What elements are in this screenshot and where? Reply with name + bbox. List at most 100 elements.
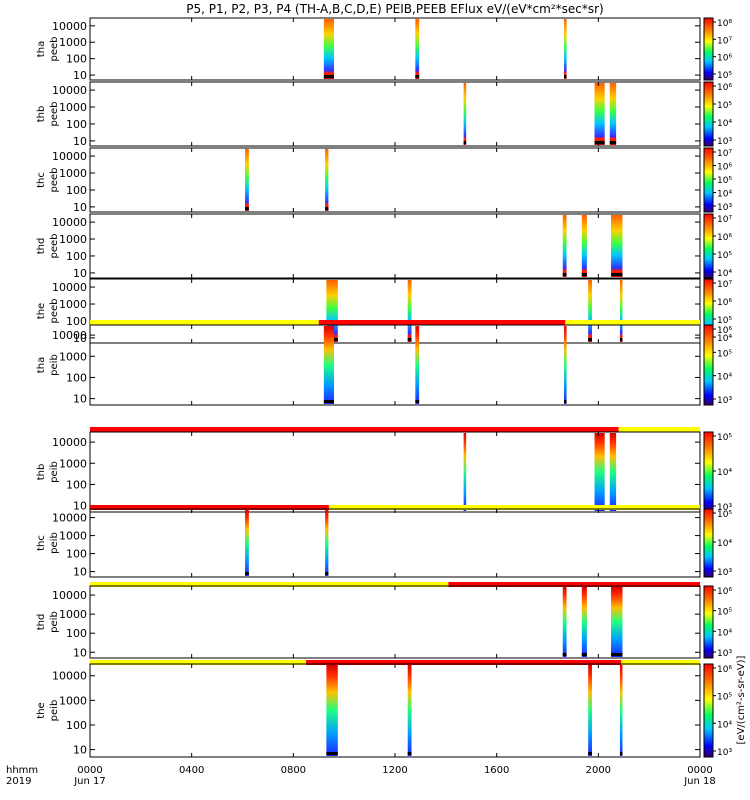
colorbar-tick-label: 10⁶ bbox=[717, 163, 732, 173]
burst-low-energy-edge bbox=[564, 400, 567, 403]
panel-product-label: peeb bbox=[49, 234, 60, 259]
colorbar-tick-label: 10⁵ bbox=[717, 101, 732, 111]
panel-thb-peeb: 10 100 1000 10000 thb peeb 10³ 10⁴ 10⁵ 10⁶ bbox=[36, 81, 732, 148]
mode-bar-segment bbox=[306, 660, 622, 665]
burst-low-energy-edge bbox=[562, 653, 567, 656]
energy-tick-label: 100 bbox=[66, 627, 87, 640]
mode-bar-segment bbox=[90, 427, 619, 432]
burst-low-energy-edge bbox=[245, 207, 249, 210]
burst-low-energy-edge bbox=[245, 572, 249, 575]
energy-tick-label: 10 bbox=[73, 646, 87, 659]
energy-tick-label: 10000 bbox=[52, 329, 87, 342]
energy-tick-label: 100 bbox=[66, 184, 87, 197]
panel-product-label: peib bbox=[49, 611, 60, 633]
energy-tick-label: 100 bbox=[66, 53, 87, 66]
panel-thb-peib: 10 100 1000 10000 thb peib 10³ 10⁴ 10⁵ bbox=[36, 427, 732, 513]
energy-tick-label: 100 bbox=[66, 315, 87, 328]
panel-frame bbox=[89, 213, 701, 279]
colorbar-tick-label: 10⁶ bbox=[717, 233, 732, 243]
time-tick-label: 2000 bbox=[586, 765, 611, 776]
colorbar-tick-label: 10⁶ bbox=[717, 83, 732, 93]
energy-tick-label: 10 bbox=[73, 744, 87, 757]
colorbar-tick-label: 10⁵ bbox=[717, 71, 732, 81]
energy-tick-label: 100 bbox=[66, 548, 87, 561]
burst-low-energy-edge bbox=[415, 75, 420, 78]
burst-low-energy-edge bbox=[326, 752, 338, 755]
panel-product-label: peeb bbox=[49, 102, 60, 127]
energy-tick-label: 1000 bbox=[59, 233, 87, 246]
colorbar bbox=[703, 663, 714, 758]
panel-probe-label: thb bbox=[36, 464, 47, 481]
panel-frame bbox=[89, 585, 701, 659]
energy-tick-label: 1000 bbox=[59, 298, 87, 311]
colorbar-tick-label: 10⁶ bbox=[717, 587, 732, 597]
panel-frame bbox=[89, 324, 701, 406]
energy-tick-label: 10000 bbox=[52, 84, 87, 97]
panel-probe-label: thc bbox=[36, 535, 47, 551]
burst-low-energy-edge bbox=[325, 207, 329, 210]
time-axis-label-top: hhmm bbox=[6, 765, 38, 776]
colorbar-tick-label: 10⁴ bbox=[717, 468, 732, 478]
colorbar-tick-label: 10⁵ bbox=[717, 349, 732, 359]
colorbar-tick-label: 10⁴ bbox=[717, 119, 732, 129]
chart-title: P5, P1, P2, P3, P4 (TH-A,B,C,D,E) PEIB,P… bbox=[186, 2, 603, 16]
panel-probe-label: the bbox=[36, 702, 47, 718]
mode-bar-segment bbox=[448, 582, 700, 587]
spectrogram-burst bbox=[619, 280, 623, 342]
energy-tick-label: 10 bbox=[73, 135, 87, 148]
colorbar-tick-label: 10³ bbox=[717, 649, 732, 659]
panel-probe-label: the bbox=[36, 303, 47, 319]
mode-bar-segment bbox=[565, 320, 700, 325]
energy-tick-label: 10000 bbox=[52, 20, 87, 33]
spectrogram-burst bbox=[609, 83, 617, 145]
energy-tick-label: 100 bbox=[66, 250, 87, 263]
time-tick-label: 1200 bbox=[382, 765, 407, 776]
burst-low-energy-edge bbox=[325, 572, 329, 575]
panel-probe-label: tha bbox=[36, 357, 47, 373]
spectrogram-burst bbox=[562, 587, 567, 657]
spectrogram-burst bbox=[325, 510, 329, 576]
burst-low-energy-edge bbox=[611, 273, 623, 276]
spectrogram-burst bbox=[326, 280, 338, 342]
spectrogram-burst bbox=[581, 215, 587, 277]
panel-probe-label: thc bbox=[36, 172, 47, 188]
colorbar bbox=[703, 213, 714, 279]
energy-tick-label: 1000 bbox=[59, 530, 87, 543]
panel-product-label: peeb bbox=[49, 37, 60, 62]
colorbar-tick-label: 10⁵ bbox=[717, 510, 732, 520]
panel-frame bbox=[89, 508, 701, 578]
colorbar bbox=[703, 147, 714, 213]
spectrogram-burst bbox=[564, 19, 567, 79]
colorbar-unit-label: [eV/(cm²-s-sr-eV)] bbox=[736, 655, 747, 744]
panel-thc-peib: 10 100 1000 10000 thc peib 10³ 10⁴ 10⁵ bbox=[36, 505, 732, 579]
panel-tha-peeb: 10 100 1000 10000 tha peeb 10⁵ 10⁶ 10⁷ 10⁸ bbox=[36, 17, 732, 82]
spectrogram-burst bbox=[609, 433, 617, 511]
panel-frame bbox=[89, 147, 701, 213]
colorbar-tick-label: 10³ bbox=[717, 503, 732, 513]
colorbar-tick-label: 10⁵ bbox=[717, 176, 732, 186]
mode-bar-segment bbox=[618, 427, 700, 432]
colorbar-tick-label: 10⁴ bbox=[717, 190, 732, 200]
colorbar-tick-label: 10⁴ bbox=[717, 539, 732, 549]
time-tick-label: 0000 bbox=[77, 765, 102, 776]
energy-tick-label: 10 bbox=[73, 69, 87, 82]
energy-tick-label: 100 bbox=[66, 478, 87, 491]
panel-thd-peeb: 10 100 1000 10000 thd peeb 10⁴ 10⁵ 10⁶ 10⁷ bbox=[36, 213, 732, 280]
energy-tick-label: 100 bbox=[66, 118, 87, 131]
colorbar-tick-label: 10⁶ bbox=[717, 665, 732, 675]
time-tick-label: 1600 bbox=[484, 765, 509, 776]
burst-low-energy-edge bbox=[609, 141, 617, 144]
panel-frame bbox=[89, 278, 701, 344]
mode-bar-segment bbox=[90, 505, 329, 510]
energy-tick-label: 10 bbox=[73, 332, 87, 345]
burst-low-energy-edge bbox=[562, 273, 567, 276]
spectrogram-burst bbox=[323, 326, 334, 404]
colorbar-tick-label: 10⁶ bbox=[717, 326, 732, 336]
burst-low-energy-edge bbox=[619, 752, 623, 755]
colorbar-tick-label: 10⁷ bbox=[717, 215, 732, 225]
colorbar-tick-label: 10³ bbox=[717, 203, 732, 213]
spectrogram-burst bbox=[326, 665, 338, 756]
